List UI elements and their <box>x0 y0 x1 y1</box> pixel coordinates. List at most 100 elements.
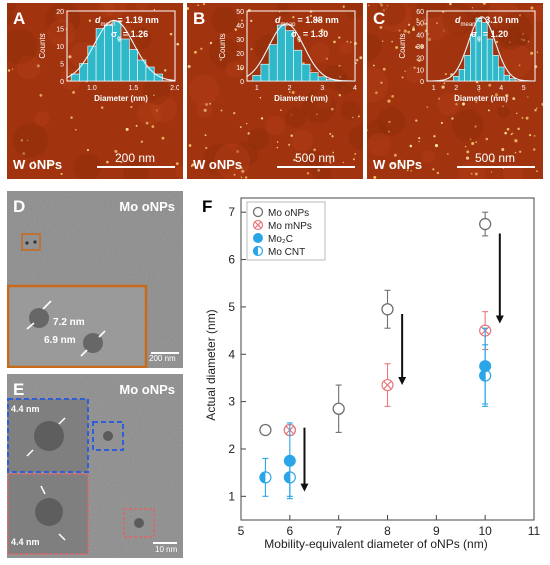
histogram-bar <box>309 72 319 82</box>
histogram-bar <box>129 49 138 82</box>
x-tick-label: 1.0 <box>87 85 97 92</box>
legend-label: Mo CNT <box>268 247 305 258</box>
particle <box>34 421 64 451</box>
size-annotation: 4.4 nm <box>11 537 40 547</box>
geometric-sd-label: σg = 1.20 <box>471 29 508 42</box>
histogram-bar <box>475 17 482 82</box>
y-tick-label: 20 <box>416 56 424 63</box>
histogram-bar <box>120 38 130 82</box>
x-tick-label: 7 <box>335 524 342 538</box>
marker <box>259 471 272 484</box>
scale-bar-label: 200 nm <box>115 151 156 165</box>
afm-texture <box>187 3 363 179</box>
x-tick-label: 1.5 <box>129 85 139 92</box>
x-tick-label: 1 <box>432 85 436 92</box>
y-tick-label: 0 <box>420 79 424 86</box>
panel-letter: E <box>13 380 25 399</box>
sample-label: W oNPs <box>193 157 243 172</box>
scale-bar <box>277 166 355 168</box>
roi-box <box>92 421 124 451</box>
y-tick-label: 6 <box>228 253 235 267</box>
marker <box>381 303 394 316</box>
size-histogram: 50 40 30 20 10 0 1 2 3 4 Counts Diameter (nm) dmean =… <box>218 9 357 103</box>
histogram-bar <box>268 44 278 82</box>
panel-b: B 50 40 30 20 10 0 1 2 3 4 Counts Diameter (nm) dmea… <box>187 3 363 179</box>
y-tick-label: 60 <box>416 9 424 16</box>
panel-letter: B <box>193 9 206 28</box>
x-tick-label: 3 <box>477 85 481 92</box>
histogram-bar <box>252 75 262 82</box>
panel-letter: A <box>13 9 26 28</box>
scatter-chart: F Actual diameter (nm) Mobility-equivale… <box>202 197 541 551</box>
legend-item: Mo₂C <box>253 233 293 245</box>
geometric-sd-label: σg = 1.30 <box>291 29 328 42</box>
y-tick-label: 30 <box>416 44 424 51</box>
histogram-bar <box>458 69 465 82</box>
y-tick-label: 20 <box>56 9 64 16</box>
y-tick-label: 50 <box>416 21 424 28</box>
afm-texture <box>367 3 543 179</box>
histogram-bar <box>492 55 499 82</box>
particle <box>83 333 103 353</box>
y-tick-label: 2 <box>228 442 235 456</box>
size-annotation: 4.4 nm <box>11 404 40 414</box>
x-tick-label: 2 <box>288 85 292 92</box>
histogram-bar <box>470 34 477 82</box>
y-tick-label: 10 <box>416 67 424 74</box>
roi-box <box>123 508 155 538</box>
legend: Mo oNPs Mo mNPs Mo₂C Mo CNT <box>246 201 326 261</box>
roi-box <box>21 233 41 251</box>
panel-d: D Mo oNPs 7.2 nm 6.9 nm 200 nm <box>7 191 183 368</box>
histogram-bar <box>503 74 510 82</box>
data-point <box>332 384 345 433</box>
y-tick-label: 50 <box>236 9 244 16</box>
trend-arrow <box>300 427 309 492</box>
x-axis-label: Mobility-equivalent diameter of oNPs (nm… <box>264 537 487 551</box>
y-tick-label: 40 <box>236 23 244 30</box>
y-tick-label: 0 <box>60 79 64 86</box>
data-point <box>259 423 272 437</box>
histogram-bar <box>464 55 471 82</box>
trend-arrow <box>398 314 407 386</box>
legend-item: Mo mNPs <box>252 219 312 232</box>
panel-e: E Mo oNPs 4.4 nm 4.4 nm 10 nm <box>7 374 183 558</box>
x-tick-label: 2 <box>454 85 458 92</box>
marker <box>283 454 296 467</box>
x-axis-label: Diameter (nm) <box>94 94 148 103</box>
x-tick-label: 8 <box>384 524 391 538</box>
x-tick-label: 11 <box>528 524 541 538</box>
y-axis-label: Counts <box>218 33 227 58</box>
size-histogram: 60 50 40 30 20 10 0 1 2 3 4 5 Counts Diameter (nm) dme… <box>398 9 536 103</box>
scale-bar <box>457 166 535 168</box>
histogram-bar <box>509 78 516 82</box>
scale-bar <box>151 352 179 354</box>
data-point <box>479 327 492 405</box>
data-point <box>479 211 492 237</box>
histogram-bar <box>293 49 303 82</box>
sample-label: Mo oNPs <box>119 382 175 397</box>
mean-diameter-label: dmean = 1.88 nm <box>275 15 339 28</box>
y-axis-label: Counts <box>38 33 47 58</box>
legend-label: Mo oNPs <box>268 208 309 219</box>
data-marks <box>259 211 504 500</box>
x-tick-label: 1 <box>255 85 259 92</box>
scale-bar-label: 500 nm <box>475 151 516 165</box>
x-tick-label: 5 <box>522 85 526 92</box>
x-tick-label: 3 <box>320 85 324 92</box>
histogram-bar <box>301 63 311 82</box>
sample-label: W oNPs <box>373 157 423 172</box>
size-annotation: 6.9 nm <box>44 335 76 346</box>
tem-image-d <box>7 191 183 368</box>
legend-label: Mo₂C <box>268 234 293 245</box>
histogram-bar <box>95 28 105 82</box>
tem-image-e <box>7 374 183 558</box>
mean-diameter-label: dmean = 3.10 nm <box>455 15 519 28</box>
data-point <box>259 457 272 497</box>
scale-bar <box>97 166 175 168</box>
panel-letter: F <box>202 197 212 216</box>
x-tick-label: 5 <box>238 524 245 538</box>
panel-letter: D <box>13 197 26 216</box>
size-histogram: 20 15 10 5 0 1.0 1.5 2.0 Counts Diameter (nm) dmea… <box>38 9 179 103</box>
particle <box>35 498 63 526</box>
